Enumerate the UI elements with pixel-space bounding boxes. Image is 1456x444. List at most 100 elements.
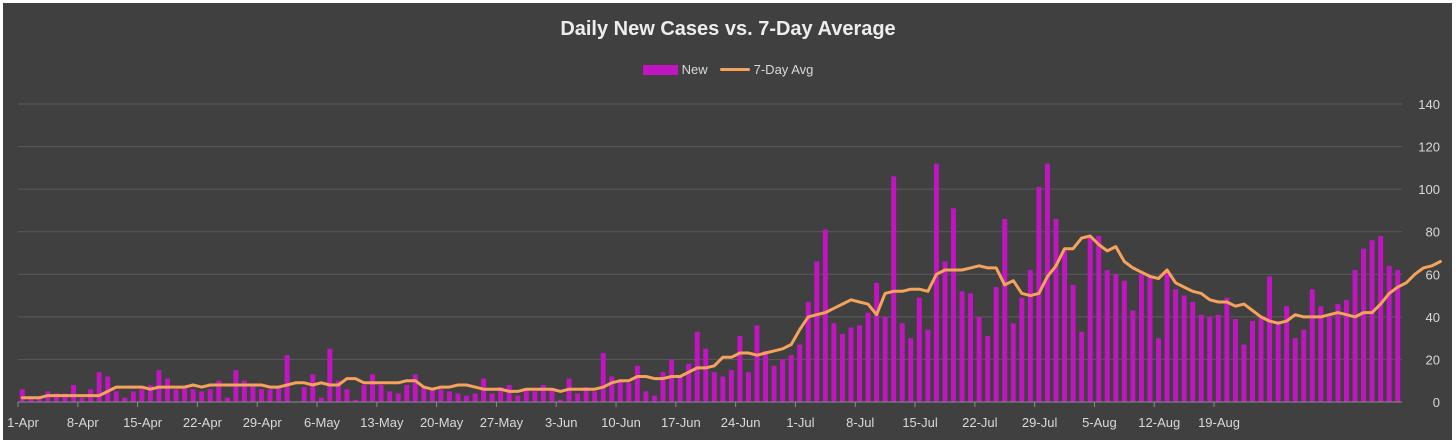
chart-legend: New 7-Day Avg xyxy=(0,62,1456,77)
x-tick-label: 1-Jul xyxy=(786,415,814,430)
bar-new xyxy=(745,372,751,402)
bar-new xyxy=(62,393,68,402)
bar-new xyxy=(455,393,461,402)
bar-new xyxy=(28,397,34,402)
chart-title: Daily New Cases vs. 7-Day Average xyxy=(560,18,896,40)
bar-new xyxy=(600,353,606,402)
bar-new xyxy=(617,380,623,402)
bar-new xyxy=(703,348,709,402)
x-tick-label: 5-Aug xyxy=(1082,415,1117,430)
bar-new xyxy=(310,374,316,402)
bar-new xyxy=(1215,314,1221,402)
y-tick-label: 40 xyxy=(1426,310,1440,325)
bar-new xyxy=(199,391,205,402)
bar-new xyxy=(1275,321,1281,402)
bar-new xyxy=(190,389,196,402)
bar-new xyxy=(1378,235,1384,402)
bar-new xyxy=(908,338,914,402)
bar-new xyxy=(361,384,367,402)
bar-new xyxy=(523,389,529,402)
bar-new xyxy=(959,291,965,402)
bar-new xyxy=(344,389,350,402)
bar-new xyxy=(1267,276,1273,402)
x-tick-label: 15-Apr xyxy=(123,415,163,430)
x-tick-label: 15-Jul xyxy=(902,415,938,430)
bar-new xyxy=(387,391,393,402)
bar-new xyxy=(147,384,153,402)
bar-new xyxy=(301,387,307,402)
x-tick-label: 20-May xyxy=(420,415,464,430)
bar-new xyxy=(1121,280,1127,402)
x-tick-label: 24-Jun xyxy=(721,415,761,430)
bar-new xyxy=(634,365,640,402)
bar-new xyxy=(720,376,726,402)
bar-new xyxy=(686,363,692,402)
bar-new xyxy=(968,293,974,402)
bar-new xyxy=(780,359,786,402)
bar-new xyxy=(173,389,179,402)
bar-new xyxy=(1369,240,1375,402)
bar-new xyxy=(882,316,888,402)
y-tick-label: 80 xyxy=(1426,225,1440,240)
bar-new xyxy=(874,282,880,402)
bar-new xyxy=(797,344,803,402)
bar-new xyxy=(976,316,982,402)
bar-new xyxy=(1156,338,1161,402)
bar-new xyxy=(1070,284,1076,402)
bar-new xyxy=(1010,323,1016,402)
y-tick-label: 60 xyxy=(1426,267,1440,282)
bar-new xyxy=(1027,270,1033,402)
x-tick-label: 6-May xyxy=(304,415,341,430)
bar-new xyxy=(1053,218,1059,402)
bar-new xyxy=(498,387,504,402)
legend-label-avg: 7-Day Avg xyxy=(753,62,814,77)
bar-new xyxy=(1361,248,1367,402)
line-7day-avg xyxy=(20,234,1442,400)
bar-new xyxy=(1181,295,1187,402)
bar-new xyxy=(643,391,649,402)
bar-new xyxy=(515,395,521,402)
bar-new xyxy=(489,393,495,402)
bar-new xyxy=(352,399,358,402)
bar-new xyxy=(583,387,589,402)
bar-new xyxy=(1395,270,1401,402)
bar-new xyxy=(805,301,811,402)
bar-new xyxy=(335,380,341,402)
bar-new xyxy=(669,359,675,402)
bar-new xyxy=(609,376,615,402)
bar-new xyxy=(395,393,401,402)
bar-new xyxy=(438,389,444,402)
bar-new xyxy=(1044,163,1050,402)
bar-new xyxy=(951,208,956,402)
bar-new xyxy=(1190,301,1196,402)
bar-new xyxy=(1104,270,1110,402)
bar-new xyxy=(122,397,128,402)
x-tick-label: 10-Jun xyxy=(601,415,641,430)
bar-new xyxy=(677,376,683,402)
bar-new xyxy=(822,229,828,402)
bar-new xyxy=(1292,338,1298,402)
bar-new xyxy=(250,384,256,402)
bar-new xyxy=(857,325,862,402)
bar-new xyxy=(412,374,418,402)
bar-new xyxy=(1198,314,1204,402)
bar-new xyxy=(865,312,871,402)
bar-new xyxy=(318,397,324,402)
bar-new xyxy=(1173,289,1179,402)
x-tick-label: 8-Apr xyxy=(67,415,99,430)
bar-new xyxy=(660,372,666,402)
x-tick-label: 22-Jul xyxy=(962,415,998,430)
legend-item-new: New xyxy=(642,62,708,77)
bar-new xyxy=(993,287,999,402)
legend-item-avg: 7-Day Avg xyxy=(719,62,814,77)
bar-new xyxy=(540,384,546,402)
bar-new xyxy=(1386,265,1392,402)
bar-new xyxy=(259,389,264,402)
y-tick-label: 120 xyxy=(1418,140,1440,155)
y-tick-label: 20 xyxy=(1426,352,1440,367)
bar-new xyxy=(848,327,854,402)
bar-new xyxy=(788,355,794,402)
bar-new xyxy=(378,384,384,402)
